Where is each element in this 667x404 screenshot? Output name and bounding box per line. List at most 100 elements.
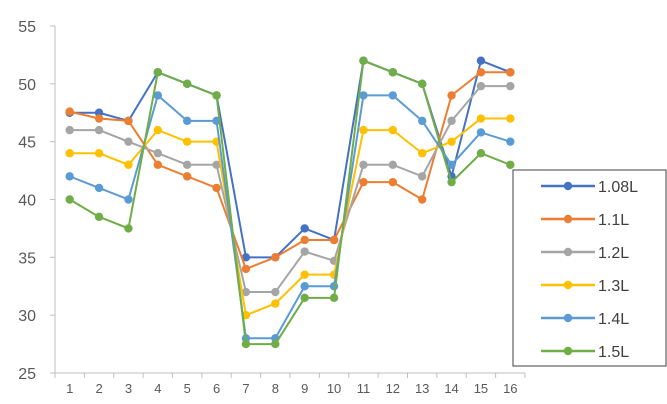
series-1.5L	[65, 56, 515, 349]
data-point	[124, 116, 133, 126]
data-point	[94, 125, 104, 135]
series-1.3L	[65, 114, 515, 320]
data-point	[388, 68, 398, 77]
data-point	[447, 137, 456, 146]
data-point	[329, 293, 339, 303]
data-point	[212, 183, 221, 193]
series-line	[69, 117, 511, 317]
data-point	[271, 339, 280, 349]
data-point	[241, 264, 251, 274]
data-point	[388, 125, 398, 135]
legend-marker-1.5L	[563, 346, 573, 356]
data-point	[506, 114, 515, 123]
data-point	[447, 116, 456, 126]
data-point	[124, 224, 133, 233]
legend-label: 1.4L	[598, 311, 629, 328]
legend: 1.08L 1.1L 1.2L 1.3L 1.4L 1.5L	[512, 169, 667, 367]
data-point	[65, 107, 74, 116]
data-point	[271, 299, 280, 308]
data-point	[417, 149, 427, 158]
data-point	[506, 137, 515, 146]
data-point	[153, 149, 163, 158]
legend-box	[512, 169, 667, 367]
data-point	[241, 253, 251, 262]
data-point	[153, 160, 163, 169]
data-point	[476, 128, 486, 137]
legend-label: 1.1L	[598, 212, 629, 229]
x-tick-label: 10	[327, 381, 341, 396]
data-point	[300, 235, 309, 245]
x-tick-label: 2	[95, 381, 102, 396]
data-point	[65, 172, 74, 181]
data-point	[65, 195, 74, 204]
y-tick-label: 35	[18, 250, 36, 267]
series-lines	[65, 56, 515, 349]
y-tick-label: 45	[18, 135, 36, 152]
data-point	[182, 137, 192, 146]
data-point	[212, 91, 221, 100]
x-tick-label: 5	[184, 381, 191, 396]
data-point	[447, 160, 456, 169]
data-point	[329, 282, 339, 291]
data-point	[65, 149, 74, 158]
series-1.2L	[65, 81, 515, 297]
legend-label: 1.08L	[598, 179, 638, 196]
y-tick-label: 40	[18, 193, 36, 210]
data-point	[447, 91, 456, 100]
data-point	[388, 177, 398, 187]
legend-marker-1.2L	[563, 247, 573, 257]
legend-marker-1.4L	[563, 313, 573, 323]
data-point	[153, 68, 163, 77]
data-point	[182, 172, 192, 181]
x-tick-label: 9	[301, 381, 308, 396]
x-tick-label: 7	[242, 381, 249, 396]
y-tick-label: 30	[18, 308, 36, 325]
x-tick-label: 8	[272, 381, 279, 396]
data-point	[241, 287, 251, 297]
legend-marker-1.08L	[563, 181, 573, 191]
data-point	[94, 212, 104, 222]
data-point	[153, 125, 163, 135]
data-point	[388, 160, 398, 169]
x-tick-label: 12	[386, 381, 400, 396]
data-point	[359, 56, 368, 65]
legend-label: 1.2L	[598, 245, 629, 262]
x-tick-label: 4	[154, 381, 161, 396]
x-tick-label: 11	[357, 381, 371, 396]
data-point	[417, 79, 427, 89]
data-point	[124, 195, 133, 204]
x-tick-label: 15	[474, 381, 488, 396]
data-point	[300, 293, 309, 303]
data-point	[417, 195, 427, 204]
data-point	[65, 125, 74, 135]
data-point	[271, 287, 280, 297]
x-tick-label: 13	[415, 381, 429, 396]
data-point	[476, 56, 486, 65]
data-point	[506, 68, 515, 77]
data-point	[447, 177, 456, 187]
x-tick-label: 3	[125, 381, 132, 396]
legend-label: 1.3L	[598, 278, 629, 295]
data-point	[417, 116, 427, 126]
x-tick-label: 14	[444, 381, 458, 396]
data-point	[359, 177, 368, 187]
series-line	[69, 59, 511, 346]
data-point	[506, 160, 515, 169]
data-point	[182, 160, 192, 169]
data-point	[329, 235, 339, 245]
data-point	[300, 247, 309, 256]
data-point	[271, 253, 280, 262]
data-point	[476, 149, 486, 158]
data-point	[124, 160, 133, 169]
data-point	[124, 137, 133, 146]
x-tick-label: 16	[503, 381, 517, 396]
data-point	[300, 270, 309, 279]
legend-marker-1.3L	[563, 280, 573, 290]
data-point	[241, 339, 251, 349]
data-point	[476, 68, 486, 77]
data-point	[359, 91, 368, 100]
data-point	[388, 91, 398, 100]
data-point	[359, 125, 368, 135]
